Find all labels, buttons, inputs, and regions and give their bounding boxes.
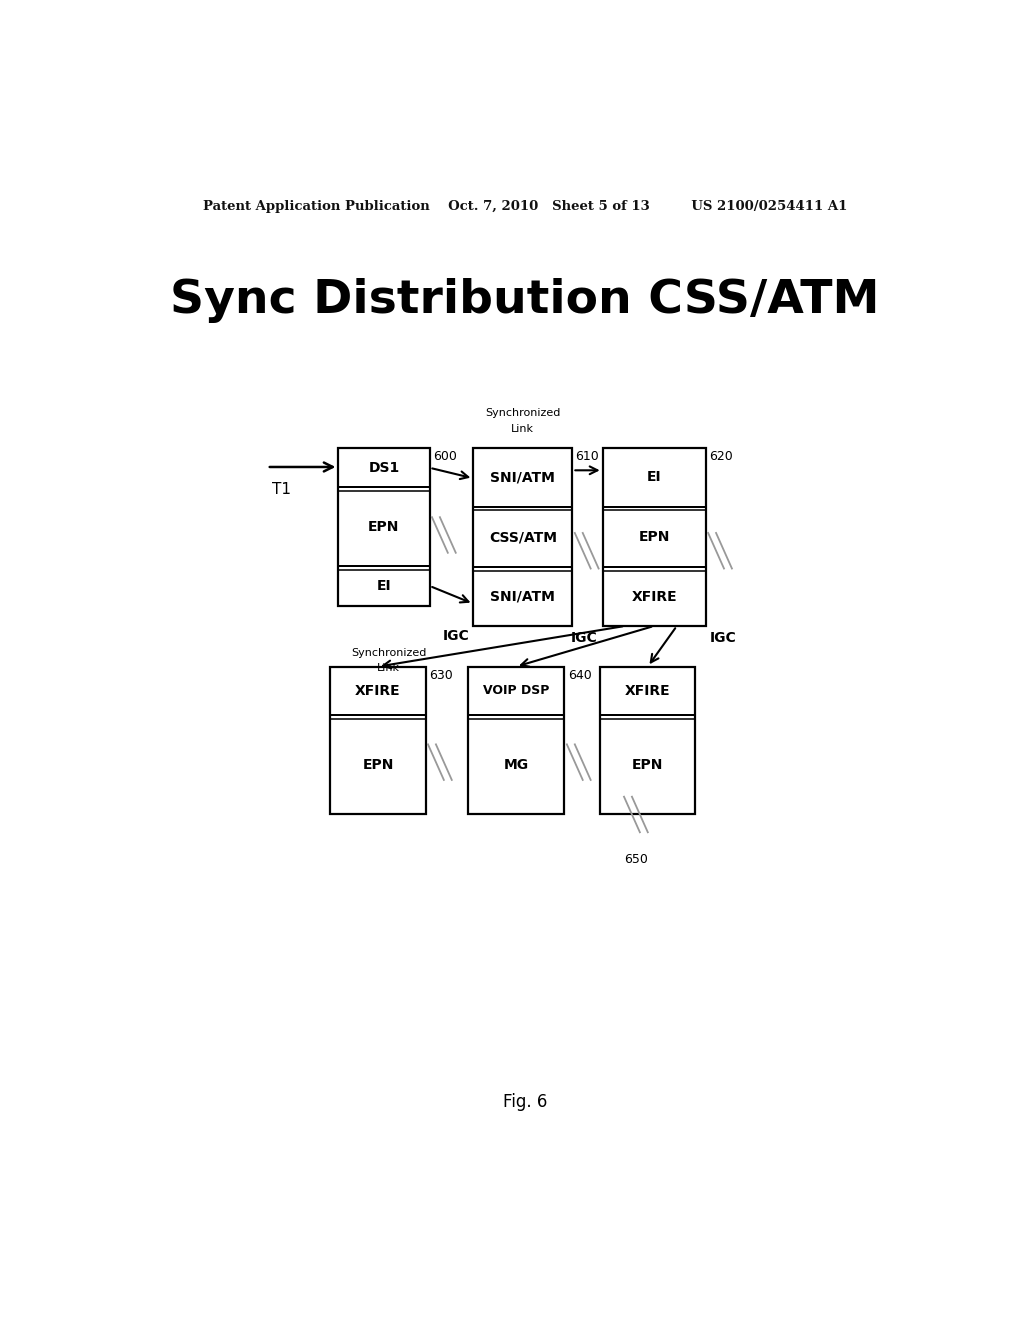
Text: IGC: IGC — [571, 631, 598, 645]
Text: Link: Link — [511, 424, 535, 434]
Bar — [468, 667, 564, 814]
Text: EPN: EPN — [369, 520, 399, 533]
Text: 630: 630 — [429, 669, 453, 681]
Bar — [338, 447, 430, 606]
Text: Synchronized: Synchronized — [351, 648, 426, 659]
Text: SNI/ATM: SNI/ATM — [490, 590, 555, 603]
Text: Synchronized: Synchronized — [485, 408, 560, 417]
Text: SNI/ATM: SNI/ATM — [490, 470, 555, 484]
Bar — [602, 447, 706, 626]
Text: 650: 650 — [624, 853, 648, 866]
Text: EI: EI — [377, 579, 391, 593]
Text: IGC: IGC — [442, 630, 469, 643]
Bar — [331, 667, 426, 814]
Text: 640: 640 — [567, 669, 592, 681]
Text: Patent Application Publication    Oct. 7, 2010   Sheet 5 of 13         US 2100/0: Patent Application Publication Oct. 7, 2… — [203, 199, 847, 213]
Text: EPN: EPN — [362, 758, 393, 772]
Text: EPN: EPN — [632, 758, 664, 772]
Text: Fig. 6: Fig. 6 — [503, 1093, 547, 1110]
Bar — [473, 447, 572, 626]
Text: Link: Link — [377, 663, 400, 673]
Text: 610: 610 — [575, 450, 599, 463]
Text: VOIP DSP: VOIP DSP — [483, 684, 549, 697]
Text: MG: MG — [504, 758, 528, 772]
Text: DS1: DS1 — [369, 461, 399, 475]
Text: EPN: EPN — [639, 531, 670, 544]
Text: T1: T1 — [272, 482, 292, 496]
Text: XFIRE: XFIRE — [355, 684, 400, 698]
Bar — [600, 667, 695, 814]
Text: XFIRE: XFIRE — [625, 684, 671, 698]
Text: 600: 600 — [433, 450, 457, 463]
Text: XFIRE: XFIRE — [632, 590, 677, 603]
Text: 620: 620 — [709, 450, 732, 463]
Text: EI: EI — [647, 470, 662, 484]
Text: IGC: IGC — [710, 631, 736, 645]
Text: Sync Distribution CSS/ATM: Sync Distribution CSS/ATM — [170, 279, 880, 323]
Text: CSS/ATM: CSS/ATM — [488, 531, 557, 544]
